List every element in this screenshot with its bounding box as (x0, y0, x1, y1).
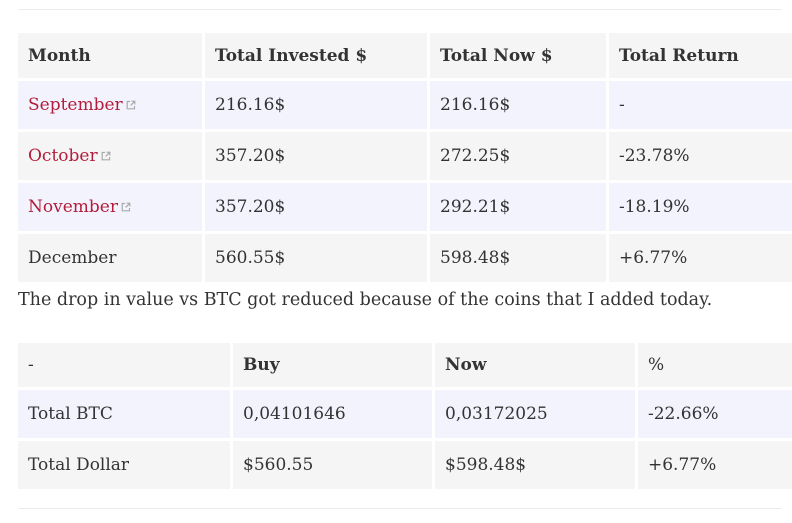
now-cell: 272.25$ (430, 132, 606, 180)
header-now: Now (435, 343, 635, 387)
invested-cell: 216.16$ (205, 81, 427, 129)
now-cell: 0,03172025 (435, 390, 635, 438)
percent-cell: +6.77% (638, 441, 792, 489)
month-cell: November (18, 183, 202, 231)
month-link-label[interactable]: September (28, 95, 123, 115)
bottom-divider (18, 508, 782, 509)
header-label: - (18, 343, 230, 387)
month-link-label[interactable]: October (28, 146, 98, 166)
month-cell: September (18, 81, 202, 129)
return-cell: - (609, 81, 792, 129)
table-row: December 560.55$ 598.48$ +6.77% (18, 234, 792, 282)
invested-cell: 560.55$ (205, 234, 427, 282)
monthly-returns-table: Month Total Invested $ Total Now $ Total… (15, 30, 792, 285)
external-link-icon (121, 202, 131, 212)
header-percent: % (638, 343, 792, 387)
label-cell: Total Dollar (18, 441, 230, 489)
top-divider (18, 9, 782, 10)
external-link-icon (101, 151, 111, 161)
table-header-row: Month Total Invested $ Total Now $ Total… (18, 33, 792, 78)
now-cell: $598.48$ (435, 441, 635, 489)
header-total-now: Total Now $ (430, 33, 606, 78)
month-link-october[interactable]: October (28, 146, 111, 166)
table-row: September 216.16$ 216.16$ - (18, 81, 792, 129)
now-cell: 292.21$ (430, 183, 606, 231)
header-total-invested: Total Invested $ (205, 33, 427, 78)
table-row: November 357.20$ 292.21$ -18.19% (18, 183, 792, 231)
month-link-september[interactable]: September (28, 95, 136, 115)
table-header-row: - Buy Now % (18, 343, 792, 387)
body-paragraph: The drop in value vs BTC got reduced bec… (18, 290, 713, 310)
table-row: Total Dollar $560.55 $598.48$ +6.77% (18, 441, 792, 489)
header-total-return: Total Return (609, 33, 792, 78)
external-link-icon (126, 100, 136, 110)
month-cell: October (18, 132, 202, 180)
month-link-november[interactable]: November (28, 197, 131, 217)
month-cell: December (18, 234, 202, 282)
return-cell: -23.78% (609, 132, 792, 180)
return-cell: -18.19% (609, 183, 792, 231)
return-cell: +6.77% (609, 234, 792, 282)
invested-cell: 357.20$ (205, 132, 427, 180)
buy-cell: $560.55 (233, 441, 432, 489)
buy-cell: 0,04101646 (233, 390, 432, 438)
percent-cell: -22.66% (638, 390, 792, 438)
now-cell: 216.16$ (430, 81, 606, 129)
now-cell: 598.48$ (430, 234, 606, 282)
header-buy: Buy (233, 343, 432, 387)
label-cell: Total BTC (18, 390, 230, 438)
table-row: October 357.20$ 272.25$ -23.78% (18, 132, 792, 180)
month-link-label[interactable]: November (28, 197, 118, 217)
invested-cell: 357.20$ (205, 183, 427, 231)
header-month: Month (18, 33, 202, 78)
table-row: Total BTC 0,04101646 0,03172025 -22.66% (18, 390, 792, 438)
totals-table: - Buy Now % Total BTC 0,04101646 0,03172… (15, 340, 792, 492)
